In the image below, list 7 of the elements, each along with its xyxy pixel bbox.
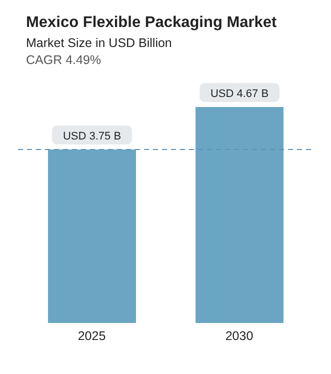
x-tick-label: 2025 xyxy=(78,328,106,343)
chart-title: Mexico Flexible Packaging Market xyxy=(26,14,278,32)
text: CAGR 4.49% xyxy=(26,53,102,67)
chart-subtitle: Market Size in USD Billion xyxy=(26,36,173,50)
data-label: USD 4.67 B xyxy=(210,88,269,100)
x-tick-label: 2030 xyxy=(225,328,254,343)
data-label: USD 3.75 B xyxy=(62,130,122,143)
